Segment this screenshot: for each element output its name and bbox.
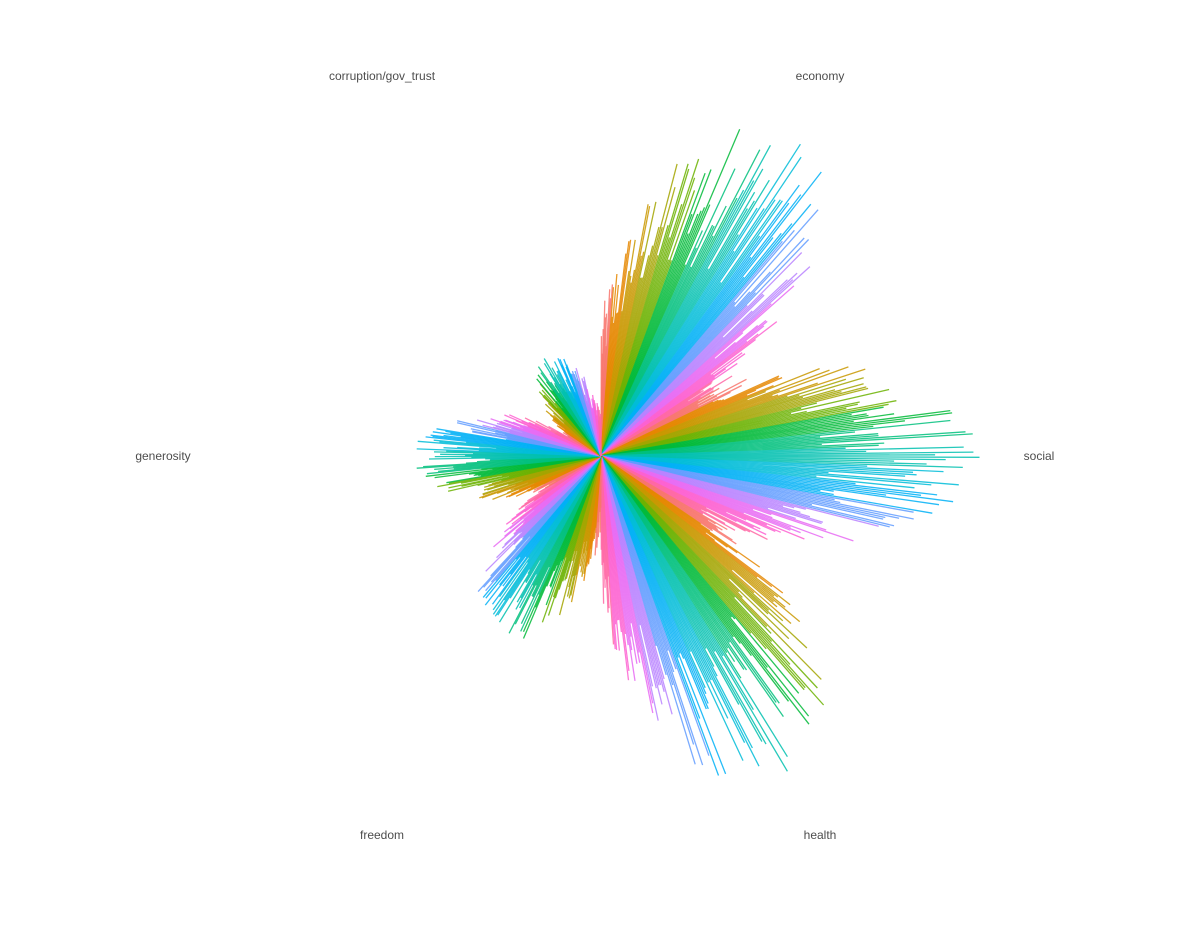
axis-label-corruption: corruption/gov_trust <box>329 69 436 83</box>
axis-label-economy: economy <box>796 69 845 83</box>
axis-label-social: social <box>1024 449 1055 463</box>
axis-label-health: health <box>804 828 837 842</box>
axis-labels: economy social health freedom generosity… <box>135 69 1054 842</box>
rays-layer <box>416 129 980 776</box>
axis-label-generosity: generosity <box>135 449 190 463</box>
axis-label-freedom: freedom <box>360 828 404 842</box>
